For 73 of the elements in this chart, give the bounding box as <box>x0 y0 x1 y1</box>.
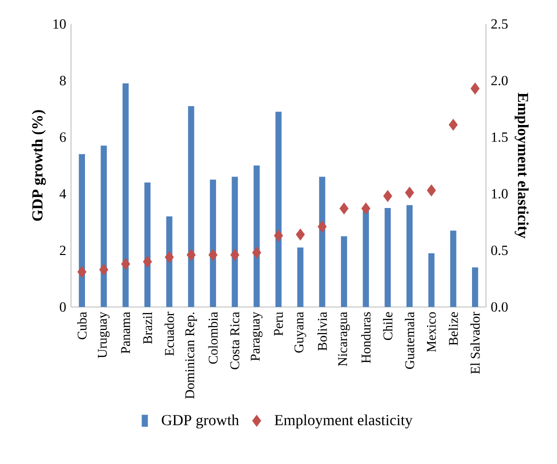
x-tick-label: Cuba <box>77 312 87 340</box>
x-tick-label: Belize <box>448 312 458 346</box>
x-tick-label: Dominican Rep. <box>185 312 197 399</box>
legend-label: GDP growth <box>162 414 239 428</box>
point <box>426 184 436 196</box>
x-tick-label: Uruguay <box>98 312 110 358</box>
y-tick-label: 10 <box>54 19 66 29</box>
point <box>208 249 218 261</box>
bar <box>384 208 391 307</box>
y-tick-label: 6 <box>60 132 66 142</box>
legend-label: Employment elasticity <box>274 414 413 428</box>
point <box>142 256 152 268</box>
x-tick-label: Guatemala <box>404 312 414 369</box>
x-tick-label: Ecuador <box>164 312 174 356</box>
x-tick-label: Chile <box>383 312 392 340</box>
y2-tick-label: 0.0 <box>491 302 508 312</box>
bar <box>362 210 369 307</box>
bar <box>297 248 304 307</box>
point <box>448 118 458 131</box>
point <box>318 220 327 232</box>
bar <box>78 154 85 307</box>
point <box>274 230 283 242</box>
bar <box>210 180 216 307</box>
y2-axis-title: Employment elasticity <box>514 92 529 238</box>
x-tick-label: Bolivia <box>317 312 327 351</box>
point <box>252 246 262 259</box>
point <box>405 186 414 199</box>
bar <box>319 176 326 307</box>
x-tick-label: Costa Rica <box>230 312 240 370</box>
bar <box>166 216 172 307</box>
x-tick-label: El Salvador <box>470 312 480 374</box>
x-tick-label: Panama <box>121 312 130 354</box>
bar <box>100 146 107 307</box>
x-tick-label: Guyana <box>294 312 306 353</box>
bar <box>450 230 456 307</box>
point <box>470 82 480 94</box>
x-tick-label: Paraguay <box>250 312 262 361</box>
point <box>164 251 174 264</box>
point <box>77 266 86 278</box>
point <box>296 228 305 240</box>
y2-tick-label: 0.5 <box>491 246 508 256</box>
x-tick-label: Nicaragua <box>338 312 350 366</box>
y-tick-label: 8 <box>60 76 66 86</box>
point <box>230 249 240 261</box>
x-tick-label: Brazil <box>142 312 152 344</box>
bar <box>144 182 151 307</box>
bar <box>428 253 434 307</box>
point <box>186 249 196 261</box>
y-axis-title: GDP growth (%) <box>32 110 46 221</box>
point <box>121 258 130 270</box>
x-tick-label: Colombia <box>208 312 218 364</box>
y2-tick-label: 1.0 <box>492 189 508 199</box>
x-tick-label: Peru <box>274 312 283 336</box>
bar <box>406 205 413 307</box>
x-tick-label: Honduras <box>361 312 371 364</box>
bar <box>472 267 478 307</box>
bar <box>232 176 238 307</box>
point <box>99 264 108 276</box>
y-tick-label: 2 <box>60 246 66 256</box>
y2-tick-label: 1.5 <box>492 132 508 142</box>
y2-tick-label: 2.5 <box>491 19 508 29</box>
y2-tick-label: 2.0 <box>491 76 508 86</box>
bar <box>254 165 260 307</box>
bar <box>275 112 282 307</box>
x-tick-label: Mexico <box>426 312 436 352</box>
bar <box>340 236 348 307</box>
point <box>340 202 348 214</box>
y-tick-label: 4 <box>60 189 66 198</box>
bar <box>122 83 129 307</box>
y-tick-label: 0 <box>60 302 66 312</box>
point <box>361 202 370 214</box>
bar <box>188 106 194 307</box>
point <box>383 190 392 202</box>
